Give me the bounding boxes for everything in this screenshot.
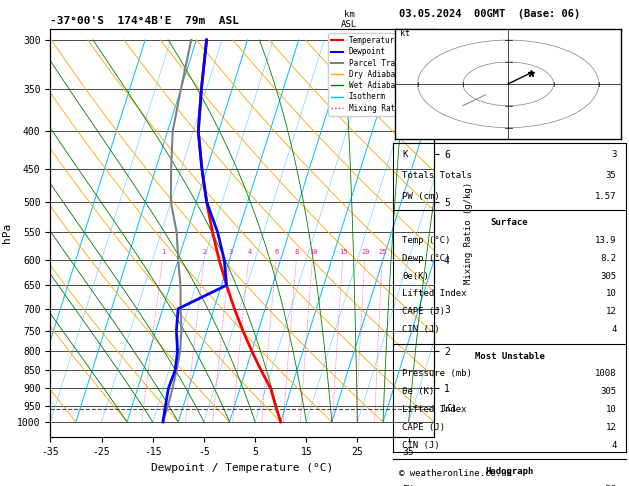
Text: 8: 8	[295, 249, 299, 255]
Text: CAPE (J): CAPE (J)	[403, 307, 445, 316]
Text: 35: 35	[606, 171, 616, 180]
Text: CIN (J): CIN (J)	[403, 325, 440, 334]
Text: Hodograph: Hodograph	[486, 467, 533, 476]
Text: θe(K): θe(K)	[403, 272, 430, 280]
Text: 8.2: 8.2	[601, 254, 616, 262]
Text: 15: 15	[339, 249, 347, 255]
Text: Lifted Index: Lifted Index	[403, 405, 467, 414]
Text: 4: 4	[247, 249, 252, 255]
Text: CAPE (J): CAPE (J)	[403, 423, 445, 432]
Text: 2: 2	[203, 249, 207, 255]
Text: 3: 3	[228, 249, 233, 255]
Text: 10: 10	[309, 249, 318, 255]
Legend: Temperature, Dewpoint, Parcel Trajectory, Dry Adiabat, Wet Adiabat, Isotherm, Mi: Temperature, Dewpoint, Parcel Trajectory…	[328, 33, 430, 116]
Text: -58: -58	[601, 485, 616, 486]
Text: 6: 6	[275, 249, 279, 255]
Text: LCL: LCL	[442, 404, 457, 414]
Text: 1: 1	[162, 249, 166, 255]
Text: PW (cm): PW (cm)	[403, 191, 440, 201]
Text: Surface: Surface	[491, 218, 528, 227]
Text: Pressure (mb): Pressure (mb)	[403, 369, 472, 379]
Text: km: km	[343, 10, 355, 19]
Text: 305: 305	[601, 272, 616, 280]
Text: 20: 20	[361, 249, 369, 255]
Text: 12: 12	[606, 307, 616, 316]
Text: 4: 4	[611, 441, 616, 450]
Text: 3: 3	[611, 150, 616, 158]
Text: 305: 305	[601, 387, 616, 396]
Text: 1008: 1008	[595, 369, 616, 379]
Text: 25: 25	[379, 249, 387, 255]
Text: Mixing Ratio (g/kg): Mixing Ratio (g/kg)	[464, 182, 473, 284]
Y-axis label: hPa: hPa	[1, 223, 11, 243]
Text: 10: 10	[606, 290, 616, 298]
Text: 03.05.2024  00GMT  (Base: 06): 03.05.2024 00GMT (Base: 06)	[399, 9, 581, 19]
Text: EH: EH	[403, 485, 413, 486]
Text: CIN (J): CIN (J)	[403, 441, 440, 450]
Text: 12: 12	[606, 423, 616, 432]
Text: Dewp (°C): Dewp (°C)	[403, 254, 451, 262]
Text: Totals Totals: Totals Totals	[403, 171, 472, 180]
Text: θe (K): θe (K)	[403, 387, 435, 396]
Text: ASL: ASL	[341, 20, 357, 29]
Text: -37°00'S  174°4B'E  79m  ASL: -37°00'S 174°4B'E 79m ASL	[50, 16, 239, 26]
Text: K: K	[403, 150, 408, 158]
Text: Temp (°C): Temp (°C)	[403, 236, 451, 245]
Text: 1.57: 1.57	[595, 191, 616, 201]
X-axis label: Dewpoint / Temperature (°C): Dewpoint / Temperature (°C)	[151, 463, 333, 473]
Text: Lifted Index: Lifted Index	[403, 290, 467, 298]
Text: 4: 4	[611, 325, 616, 334]
Text: 13.9: 13.9	[595, 236, 616, 245]
Text: Most Unstable: Most Unstable	[474, 351, 545, 361]
Text: kt: kt	[399, 29, 409, 38]
Text: © weatheronline.co.uk: © weatheronline.co.uk	[399, 469, 512, 478]
Text: 10: 10	[606, 405, 616, 414]
